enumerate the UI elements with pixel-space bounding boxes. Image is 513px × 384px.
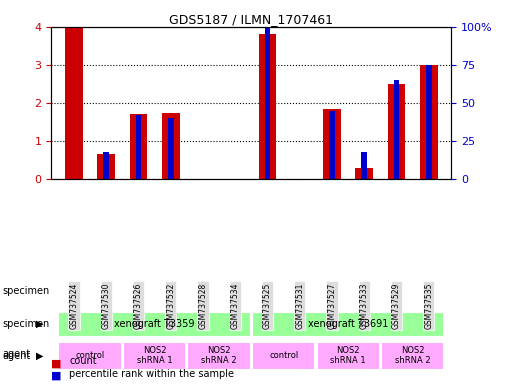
Bar bbox=[388, 84, 405, 179]
Text: GSM737528: GSM737528 bbox=[199, 282, 207, 329]
Text: NOS2
shRNA 2: NOS2 shRNA 2 bbox=[395, 346, 430, 366]
Text: agent: agent bbox=[3, 349, 31, 359]
FancyBboxPatch shape bbox=[381, 342, 444, 370]
Bar bbox=[265, 27, 270, 179]
Text: GSM737531: GSM737531 bbox=[295, 282, 304, 329]
Bar bbox=[323, 109, 341, 179]
Text: control: control bbox=[75, 351, 105, 360]
Text: ■: ■ bbox=[51, 371, 62, 381]
Bar bbox=[103, 152, 109, 179]
Text: GSM737532: GSM737532 bbox=[166, 282, 175, 329]
Text: xenograft T3691: xenograft T3691 bbox=[308, 319, 388, 329]
Text: ▶: ▶ bbox=[36, 351, 44, 361]
Text: specimen: specimen bbox=[3, 319, 50, 329]
Text: agent: agent bbox=[3, 351, 31, 361]
Text: specimen: specimen bbox=[3, 286, 50, 296]
Text: GSM737535: GSM737535 bbox=[424, 282, 433, 329]
FancyBboxPatch shape bbox=[252, 342, 315, 370]
FancyBboxPatch shape bbox=[123, 342, 186, 370]
FancyBboxPatch shape bbox=[58, 312, 251, 337]
FancyBboxPatch shape bbox=[187, 342, 251, 370]
FancyBboxPatch shape bbox=[317, 342, 380, 370]
Text: xenograft T3359: xenograft T3359 bbox=[114, 319, 195, 329]
Text: GSM737533: GSM737533 bbox=[360, 282, 369, 329]
Bar bbox=[361, 152, 367, 179]
Text: ▶: ▶ bbox=[36, 319, 44, 329]
Bar bbox=[162, 113, 180, 179]
Text: control: control bbox=[269, 351, 298, 360]
FancyBboxPatch shape bbox=[58, 342, 122, 370]
Text: GSM737526: GSM737526 bbox=[134, 282, 143, 329]
Text: NOS2
shRNA 2: NOS2 shRNA 2 bbox=[201, 346, 237, 366]
Bar bbox=[420, 65, 438, 179]
Text: NOS2
shRNA 1: NOS2 shRNA 1 bbox=[330, 346, 366, 366]
Bar bbox=[259, 34, 277, 179]
Bar bbox=[329, 111, 335, 179]
Text: GSM737530: GSM737530 bbox=[102, 282, 111, 329]
Text: GSM737529: GSM737529 bbox=[392, 282, 401, 329]
FancyBboxPatch shape bbox=[252, 312, 444, 337]
Bar bbox=[393, 80, 400, 179]
Bar bbox=[130, 114, 147, 179]
Bar bbox=[356, 169, 373, 179]
Text: GSM737534: GSM737534 bbox=[231, 282, 240, 329]
Text: GSM737525: GSM737525 bbox=[263, 282, 272, 329]
Text: GSM737527: GSM737527 bbox=[327, 282, 337, 329]
Text: ■: ■ bbox=[51, 358, 62, 368]
Text: GSM737524: GSM737524 bbox=[69, 282, 78, 329]
Bar bbox=[65, 27, 83, 179]
Bar bbox=[426, 65, 432, 179]
Text: NOS2
shRNA 1: NOS2 shRNA 1 bbox=[137, 346, 172, 366]
Bar bbox=[97, 154, 115, 179]
Title: GDS5187 / ILMN_1707461: GDS5187 / ILMN_1707461 bbox=[169, 13, 333, 26]
Text: count: count bbox=[69, 356, 97, 366]
Bar bbox=[168, 118, 173, 179]
Bar bbox=[135, 115, 142, 179]
Text: percentile rank within the sample: percentile rank within the sample bbox=[69, 369, 234, 379]
